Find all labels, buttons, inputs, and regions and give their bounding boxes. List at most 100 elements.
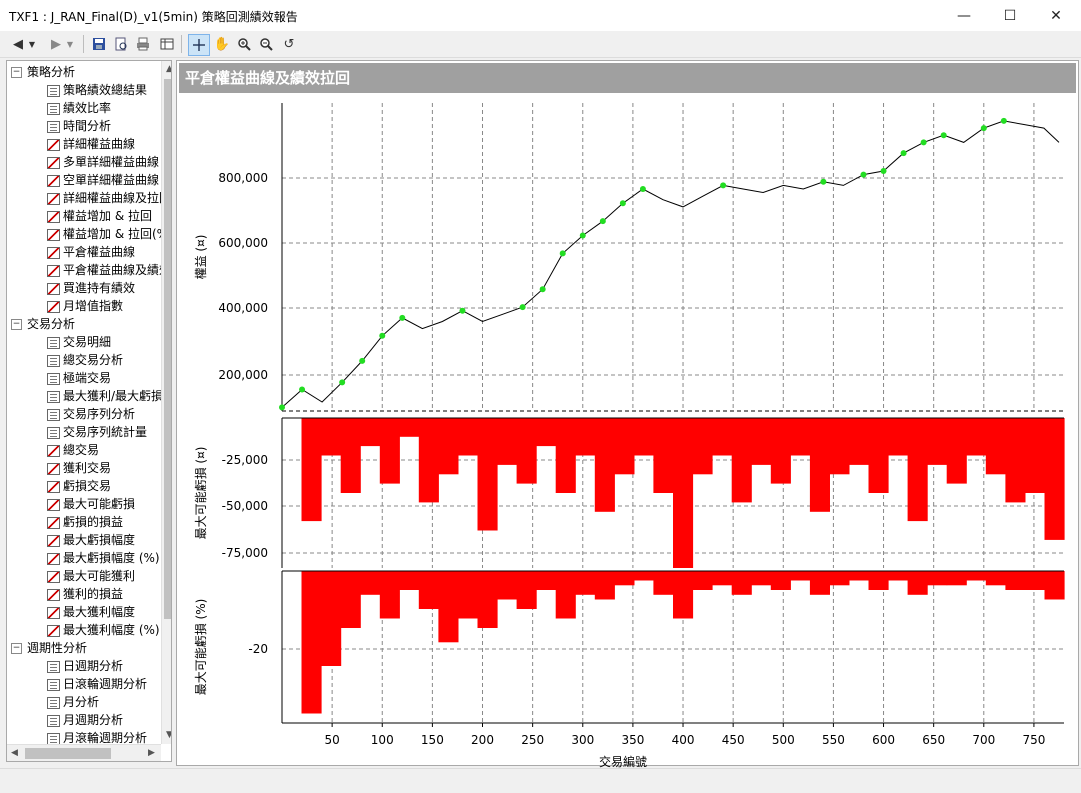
tree-horizontal-scroll-thumb[interactable] <box>25 748 111 759</box>
high-point-marker <box>379 332 386 339</box>
tree-item-label: 最大獲利幅度 (%) <box>63 623 160 637</box>
drawdown-bar <box>1005 571 1026 590</box>
drawdown-bar <box>301 418 322 522</box>
minimize-button[interactable]: — <box>957 7 971 24</box>
tree-item[interactable]: 最大虧損幅度 <box>7 531 157 549</box>
tree-item[interactable]: 買進持有績效 <box>7 279 157 297</box>
scroll-down-icon[interactable]: ▼ <box>166 730 171 740</box>
tree-group[interactable]: − 週期性分析 <box>7 639 157 657</box>
tree-item[interactable]: 獲利交易 <box>7 459 157 477</box>
tree-item[interactable]: 交易序列統計量 <box>7 423 157 441</box>
drawdown-bar <box>497 571 518 600</box>
tree-item[interactable]: 交易明細 <box>7 333 157 351</box>
tree-item[interactable]: 最大可能虧損 <box>7 495 157 513</box>
y-tick-label: 400,000 <box>218 301 268 315</box>
save-icon[interactable] <box>89 34 109 54</box>
drawdown-bar <box>712 571 733 586</box>
collapse-icon[interactable]: − <box>11 67 22 78</box>
high-point-marker <box>299 386 306 393</box>
high-point-marker <box>279 404 285 411</box>
high-point-marker <box>399 314 406 321</box>
tree-item[interactable]: 日週期分析 <box>7 657 157 675</box>
maximize-button[interactable]: ☐ <box>1003 7 1017 24</box>
tree-item[interactable]: 時間分析 <box>7 117 157 135</box>
tree-item[interactable]: 權益增加 & 拉回(%) <box>7 225 171 243</box>
tree-horizontal-scrollbar[interactable]: ◀ ▶ <box>7 744 161 761</box>
dropdown-icon[interactable]: ▼ <box>66 39 74 49</box>
tree-item-label: 買進持有績效 <box>63 281 136 295</box>
tree-vertical-scroll-thumb[interactable] <box>164 79 171 619</box>
drawdown-bar <box>497 418 518 465</box>
high-point-marker <box>519 304 526 311</box>
drawdown-bar <box>829 571 850 586</box>
tree-item[interactable]: 績效比率 <box>7 99 157 117</box>
tree-item[interactable]: 交易序列分析 <box>7 405 157 423</box>
close-button[interactable]: ✕ <box>1050 7 1062 24</box>
tree-item-label: 日滾輪週期分析 <box>63 677 148 691</box>
forward-icon[interactable]: ▶ <box>51 36 61 52</box>
tree-item[interactable]: 平倉權益曲線 <box>7 243 157 261</box>
zoom-in-icon[interactable] <box>234 34 254 54</box>
report-chart-icon <box>47 265 60 277</box>
toolbar-separator <box>181 35 182 53</box>
high-point-marker <box>559 250 566 257</box>
tree-item[interactable]: 日滾輪週期分析 <box>7 675 157 693</box>
tree-item[interactable]: 月增值指數 <box>7 297 157 315</box>
tree-item[interactable]: 獲利的損益 <box>7 585 157 603</box>
tree-item[interactable]: 最大獲利/最大虧損 <box>7 387 163 405</box>
drawdown-bar <box>555 418 576 493</box>
tree-item[interactable]: 最大可能獲利 <box>7 567 157 585</box>
pan-hand-icon[interactable]: ✋ <box>213 36 231 52</box>
tree-item[interactable]: 空單詳細權益曲線 <box>7 171 159 189</box>
tree-item-label: 詳細權益曲線 <box>63 137 136 151</box>
tree-item[interactable]: 總交易 <box>7 441 157 459</box>
x-tick-label: 400 <box>672 733 695 747</box>
collapse-icon[interactable]: − <box>11 643 22 654</box>
tree-item[interactable]: 總交易分析 <box>7 351 157 369</box>
tree-item[interactable]: 月週期分析 <box>7 711 157 729</box>
equity-drawdown-chart[interactable]: 200,000 400,000 600,000 800,000 權益 (¤) -25,00… <box>177 93 1078 793</box>
high-point-marker <box>920 139 927 146</box>
print-icon[interactable] <box>133 34 153 54</box>
back-icon[interactable]: ◀ <box>13 36 23 52</box>
y-axis-label: 最大可能虧損 (¤) <box>193 447 208 540</box>
tree-item[interactable]: 策略績效總結果 <box>7 81 157 99</box>
tree-item[interactable]: 最大獲利幅度 (%) <box>7 621 160 639</box>
drawdown-bar <box>966 418 987 456</box>
report-chart-icon <box>47 301 60 313</box>
table-icon[interactable] <box>157 34 177 54</box>
crosshair-icon[interactable] <box>188 34 210 56</box>
tree-item-label: 總交易 <box>63 443 100 457</box>
tree-item[interactable]: 最大獲利幅度 <box>7 603 157 621</box>
tree-item[interactable]: 多單詳細權益曲線 <box>7 153 159 171</box>
tree-item[interactable]: 最大虧損幅度 (%) <box>7 549 160 567</box>
drawdown-bar <box>477 571 498 628</box>
tree-item[interactable]: 平倉權益曲線及績效拉回 <box>7 261 171 279</box>
scroll-left-icon[interactable]: ◀ <box>11 748 18 758</box>
report-chart-icon <box>47 571 60 583</box>
report-table-icon <box>47 409 60 421</box>
zoom-out-icon[interactable] <box>256 34 276 54</box>
tree-item[interactable]: 月分析 <box>7 693 157 711</box>
tree-group[interactable]: − 策略分析 <box>7 63 157 81</box>
report-chart-icon <box>47 283 60 295</box>
dropdown-icon[interactable]: ▼ <box>28 39 36 49</box>
tree-vertical-scrollbar[interactable]: ▲ ▼ <box>161 61 171 744</box>
tree-item[interactable]: 極端交易 <box>7 369 157 387</box>
drawdown-bar <box>868 571 889 590</box>
collapse-icon[interactable]: − <box>11 319 22 330</box>
tree-item[interactable]: 詳細權益曲線 <box>7 135 157 153</box>
scroll-up-icon[interactable]: ▲ <box>166 64 171 74</box>
high-point-marker <box>820 178 827 185</box>
tree-group[interactable]: − 交易分析 <box>7 315 157 333</box>
tree-item[interactable]: 權益增加 & 拉回 <box>7 207 157 225</box>
tree-item[interactable]: 虧損交易 <box>7 477 157 495</box>
drawdown-bar <box>868 418 889 493</box>
preview-icon[interactable] <box>111 34 131 54</box>
reset-zoom-icon[interactable]: ↺ <box>283 36 295 52</box>
scroll-right-icon[interactable]: ▶ <box>148 748 155 758</box>
drawdown-bar <box>770 571 791 590</box>
drawdown-bar <box>829 418 850 475</box>
tree-item[interactable]: 虧損的損益 <box>7 513 157 531</box>
tree-item[interactable]: 詳細權益曲線及拉回 <box>7 189 171 207</box>
